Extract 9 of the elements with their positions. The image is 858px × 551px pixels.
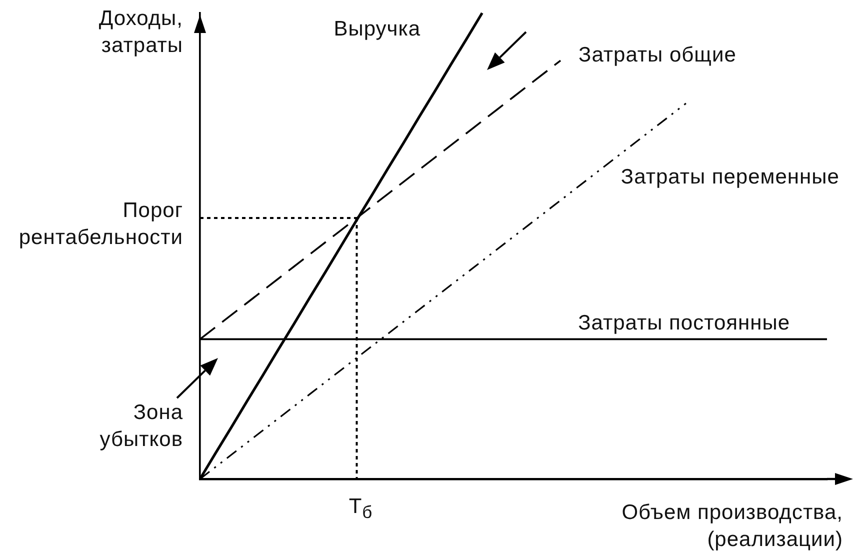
- text: Т$_{б}$: [348, 494, 373, 524]
- series-label: Затраты общие: [578, 42, 736, 68]
- series-label: Выручка: [334, 16, 421, 42]
- text: Зона убытков: [100, 400, 183, 453]
- ref-line-label: Порог рентабельности: [18, 198, 183, 252]
- x-axis-title: Объем производства, (реализации): [622, 500, 843, 551]
- series-label: Затраты переменные: [620, 164, 840, 191]
- y-axis-title: Доходы, затраты: [98, 6, 183, 59]
- series-label: Затраты постоянные: [578, 310, 790, 337]
